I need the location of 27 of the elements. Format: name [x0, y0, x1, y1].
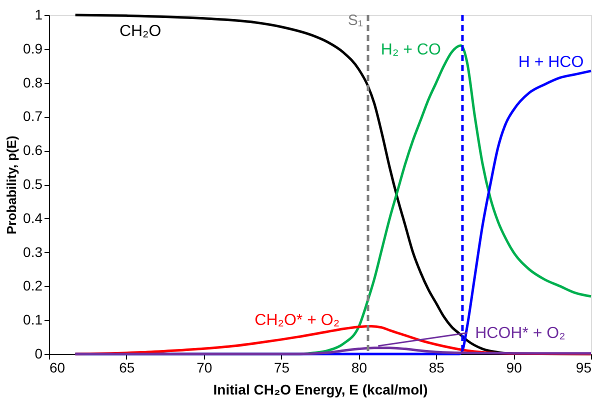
y-tick-label: 0.4 — [23, 210, 43, 226]
y-tick-label: 0.3 — [23, 244, 43, 260]
x-tick-label: 95 — [576, 360, 592, 376]
y-tick-label: 0 — [34, 346, 43, 362]
y-tick-label: 1 — [34, 6, 43, 22]
y-axis-title: Probability, p(E) — [4, 136, 20, 234]
y-tick-label: 0.6 — [23, 142, 43, 158]
x-tick-label: 65 — [119, 360, 135, 376]
series-label: CH₂O* + O₂ — [254, 312, 340, 330]
x-tick-label: 90 — [506, 360, 522, 376]
series-label: CH₂O — [119, 23, 162, 40]
x-tick-label: 85 — [428, 360, 445, 376]
x-tick-label: 70 — [196, 360, 212, 376]
x-tick-label: 60 — [50, 360, 66, 376]
y-tick-label: 0.5 — [23, 176, 43, 192]
y-tick-label: 0.8 — [23, 74, 43, 90]
x-tick-label: 75 — [274, 360, 290, 376]
x-axis-title: Initial CH₂O Energy, E (kcal/mol) — [213, 382, 428, 398]
y-tick-label: 0.7 — [23, 108, 43, 124]
series-label: HCOH* + O₂ — [475, 324, 566, 342]
ref-line-label: S₁ — [348, 12, 364, 29]
y-tick-label: 0.9 — [23, 40, 43, 56]
x-tick-label: 80 — [351, 360, 368, 376]
y-tick-label: 0.2 — [23, 278, 43, 294]
series-label: H + HCO — [518, 54, 584, 71]
series-label: H₂ + CO — [380, 42, 441, 59]
y-tick-label: 0.1 — [23, 312, 43, 328]
